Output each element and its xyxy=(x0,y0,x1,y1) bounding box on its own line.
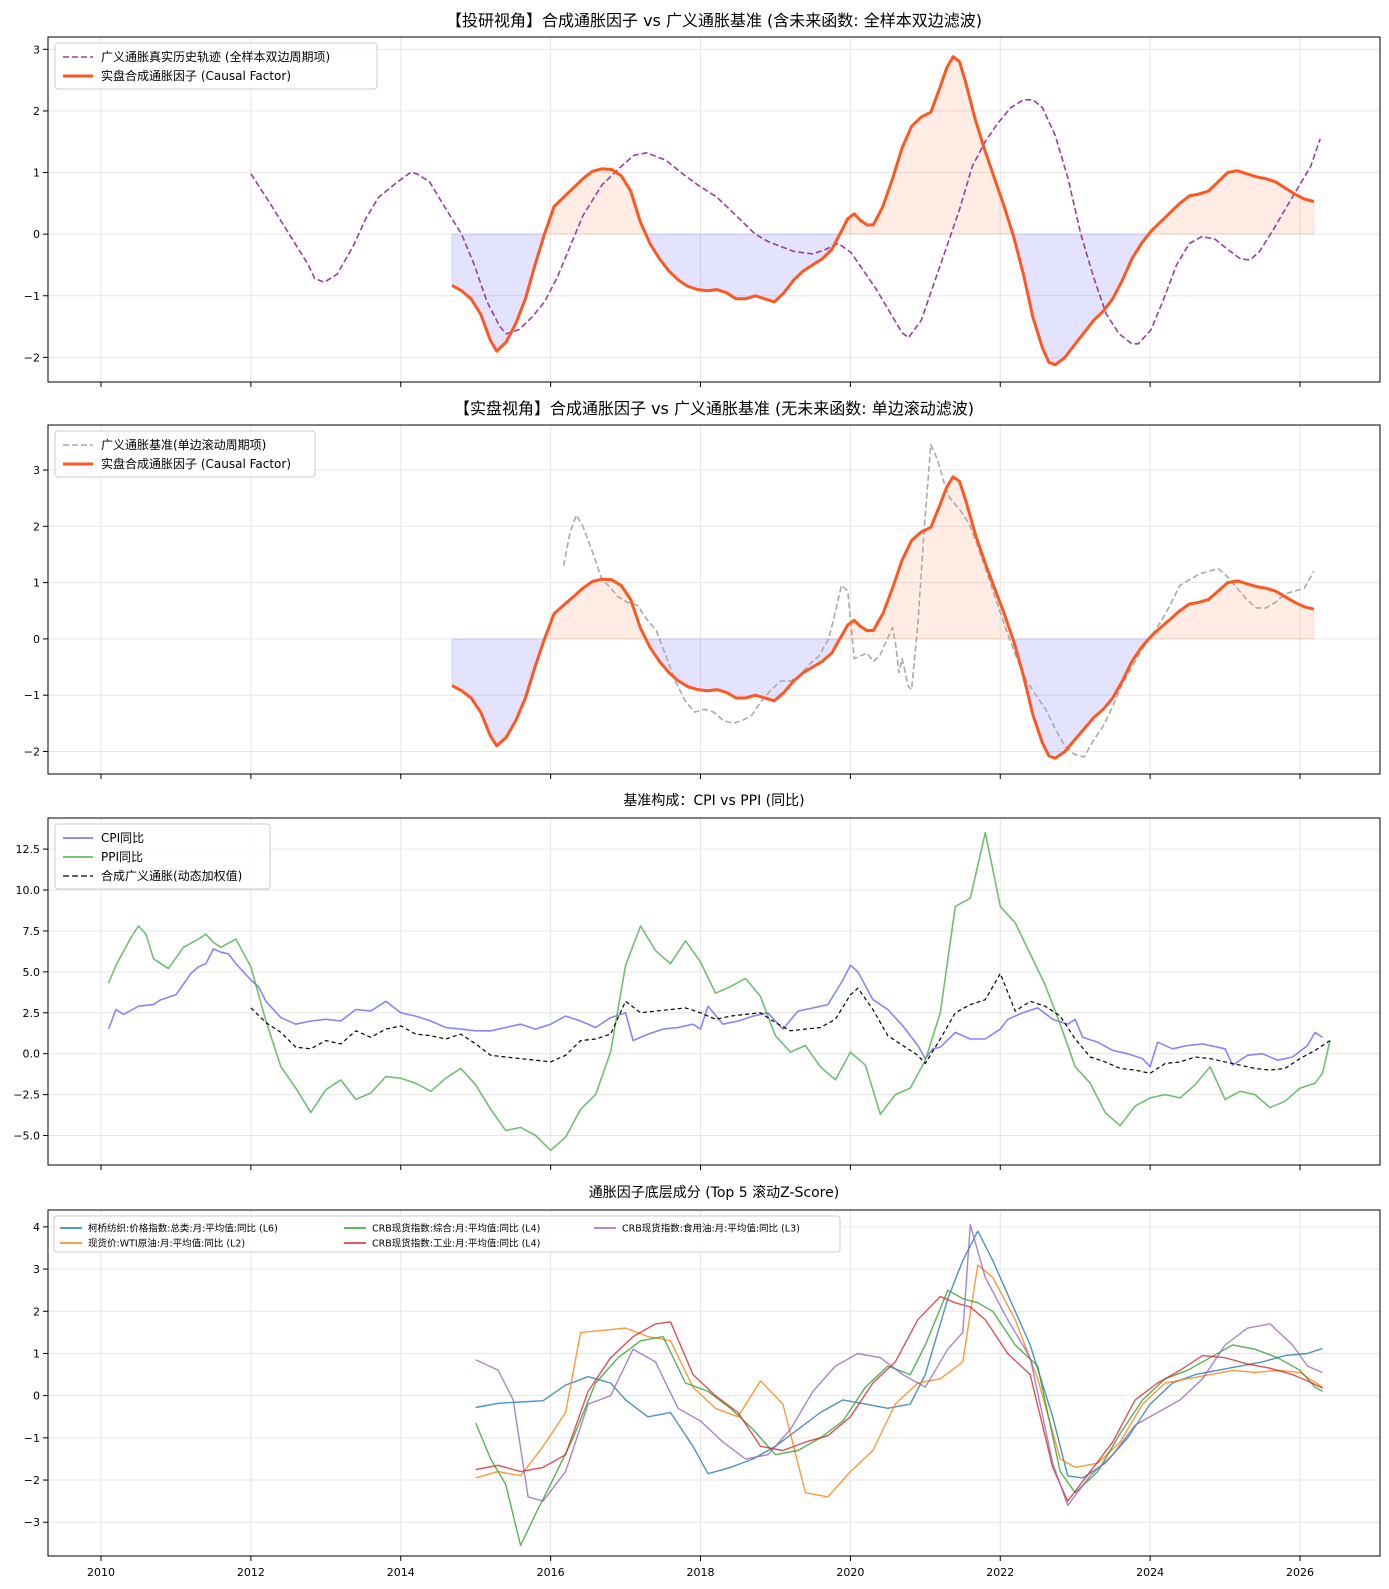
y-tick-label: 12.5 xyxy=(16,843,41,856)
legend-label: 现货价:WTI原油:月:平均值:同比 (L2) xyxy=(88,1238,245,1250)
y-tick-label: 3 xyxy=(33,1263,40,1276)
series-line-2 xyxy=(451,55,1315,367)
axes-frame xyxy=(47,1209,1381,1557)
chart-panel-1: −2 −1 0 1 2 3 【投研视角】合成通胀因子 vs 广义通胀基准 (含未来函数: 全… xyxy=(24,11,1381,387)
series-line-5 xyxy=(475,1224,1323,1507)
axes-frame xyxy=(47,424,1381,775)
x-tick-label: 2020 xyxy=(836,1566,864,1579)
series-line-2 xyxy=(451,475,1315,760)
legend-box xyxy=(54,823,271,890)
y-tick-label: 7.5 xyxy=(23,925,41,938)
y-tick-label: 3 xyxy=(33,43,40,56)
axes-frame xyxy=(47,36,1381,383)
fill-positive xyxy=(838,55,1014,235)
y-tick-label: 2 xyxy=(33,105,40,118)
legend-box xyxy=(54,42,378,90)
x-tick-label: 2014 xyxy=(387,1566,415,1579)
x-tick-label: 2010 xyxy=(87,1566,115,1579)
legend-label: 实盘合成通胀因子 (Causal Factor) xyxy=(101,68,291,83)
series-line-1 xyxy=(562,443,1315,758)
legend-label: CRB现货指数:食用油:月:平均值:同比 (L3) xyxy=(622,1223,800,1235)
y-tick-label: −1 xyxy=(24,689,40,702)
y-tick-label: 0 xyxy=(33,1390,40,1403)
y-tick-label: −2 xyxy=(24,1474,40,1487)
chart-title: 通胀因子底层成分 (Top 5 滚动Z-Score) xyxy=(589,1184,839,1201)
legend-label: CRB现货指数:综合:月:平均值:同比 (L4) xyxy=(372,1223,540,1235)
series-line-4 xyxy=(475,1295,1323,1502)
y-tick-label: 1 xyxy=(33,1347,40,1360)
series-line-2 xyxy=(107,831,1331,1152)
series-line-2 xyxy=(475,1264,1323,1498)
chart-title: 基准构成：CPI vs PPI (同比) xyxy=(623,792,804,809)
x-tick-label: 2018 xyxy=(687,1566,715,1579)
legend-label: 合成广义通胀(动态加权值) xyxy=(101,868,242,883)
fill-negative xyxy=(1012,233,1150,366)
legend-label: 广义通胀基准(单边滚动周期项) xyxy=(101,437,266,452)
legend-label: 柯桥纺织:价格指数:总类:月:平均值:同比 (L6) xyxy=(88,1223,278,1235)
y-tick-label: 5.0 xyxy=(23,966,41,979)
plot-area xyxy=(451,443,1315,760)
chart-title: 【实盘视角】合成通胀因子 vs 广义通胀基准 (无未来函数: 单边滚动滤波) xyxy=(454,399,974,418)
y-tick-label: −3 xyxy=(24,1516,40,1529)
fill-negative xyxy=(645,233,841,303)
y-tick-label: −1 xyxy=(24,290,40,303)
chart-panel-4: −3 −2 −1 0 1 2 3 4 通胀因子底层成分 (Top 5 滚动Z-Score) 201… xyxy=(24,1184,1381,1579)
legend-label: PPI同比 xyxy=(101,850,143,864)
fill-positive xyxy=(838,476,1014,640)
legend: 柯桥纺织:价格指数:总类:月:平均值:同比 (L6) 现货价:WTI原油:月:平均… xyxy=(53,1215,841,1253)
y-tick-label: 0 xyxy=(33,228,40,241)
legend-box xyxy=(54,430,316,478)
y-tick-label: −2 xyxy=(24,745,40,758)
fill-negative xyxy=(1012,638,1150,759)
x-tick-label: 2024 xyxy=(1136,1566,1164,1579)
y-tick-label: 2 xyxy=(33,1305,40,1318)
legend-label: 实盘合成通胀因子 (Causal Factor) xyxy=(101,456,291,471)
legend: 广义通胀真实历史轨迹 (全样本双边周期项) 实盘合成通胀因子 (Causal Fa… xyxy=(54,42,378,90)
x-tick-label: 2012 xyxy=(237,1566,265,1579)
y-tick-label: −5.0 xyxy=(13,1130,40,1143)
x-tick-label: 2022 xyxy=(986,1566,1014,1579)
y-tick-label: 0 xyxy=(33,633,40,646)
plot-area xyxy=(475,1224,1323,1547)
legend: 广义通胀基准(单边滚动周期项) 实盘合成通胀因子 (Causal Factor) xyxy=(54,430,316,478)
axes-frame xyxy=(47,817,1381,1166)
fill-positive xyxy=(1147,580,1315,640)
plot-area xyxy=(107,831,1331,1152)
x-tick-label: 2016 xyxy=(537,1566,565,1579)
series-line-1 xyxy=(107,948,1323,1068)
legend-box xyxy=(53,1215,841,1253)
legend-label: 广义通胀真实历史轨迹 (全样本双边周期项) xyxy=(101,49,330,64)
legend-label: CRB现货指数:工业:月:平均值:同比 (L4) xyxy=(372,1238,540,1250)
x-tick-label: 2026 xyxy=(1286,1566,1314,1579)
y-tick-label: 1 xyxy=(33,577,40,590)
y-tick-label: 3 xyxy=(33,464,40,477)
y-tick-label: 0.0 xyxy=(23,1048,41,1061)
chart-panel-2: −2 −1 0 1 2 3 【实盘视角】合成通胀因子 vs 广义通胀基准 (无未来函数: 单… xyxy=(24,399,1381,779)
series-line-1 xyxy=(250,99,1321,345)
y-tick-label: −1 xyxy=(24,1432,40,1445)
y-tick-label: 2 xyxy=(33,520,40,533)
y-tick-label: 2.5 xyxy=(23,1007,41,1020)
chart-panel-3: −5.0 −2.5 0.0 2.5 5.0 7.5 10.0 12.5 基准构成：CPI vs … xyxy=(13,792,1381,1170)
chart-title: 【投研视角】合成通胀因子 vs 广义通胀基准 (含未来函数: 全样本双边滤波) xyxy=(446,11,982,30)
y-tick-label: −2 xyxy=(24,351,40,364)
y-tick-label: −2.5 xyxy=(13,1089,40,1102)
legend-label: CPI同比 xyxy=(101,831,144,845)
y-tick-label: 1 xyxy=(33,167,40,180)
y-tick-label: 4 xyxy=(33,1221,40,1234)
series-line-3 xyxy=(475,1289,1323,1547)
y-tick-label: 10.0 xyxy=(16,884,41,897)
series-line-3 xyxy=(250,972,1331,1074)
plot-area xyxy=(250,55,1321,367)
